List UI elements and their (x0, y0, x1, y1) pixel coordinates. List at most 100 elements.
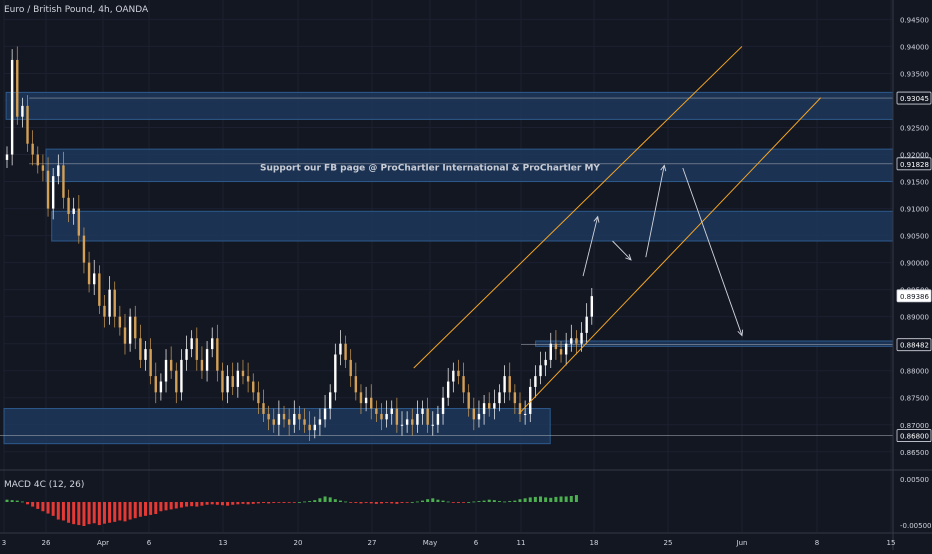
candle-body (380, 413, 383, 420)
candle-body (139, 338, 142, 360)
candle-body (354, 376, 358, 393)
candle-body (529, 386, 532, 414)
candle-body (370, 397, 373, 409)
macd-bar (359, 502, 363, 504)
candle-body (585, 316, 588, 333)
candle-body (436, 413, 440, 425)
candle-body (508, 376, 511, 393)
candle-body (503, 376, 506, 393)
price-tick-label: 0.90500 (900, 233, 929, 241)
macd-bar (210, 502, 214, 505)
candle-body (77, 208, 81, 236)
candle-body (400, 424, 404, 426)
macd-bar (231, 502, 235, 505)
macd-bar (41, 502, 45, 512)
candle-body (185, 349, 188, 360)
macd-bar (344, 501, 348, 503)
candle-body (334, 354, 337, 393)
candle-body (452, 370, 455, 382)
macd-bar (441, 500, 445, 502)
price-tick-label: 0.93500 (900, 70, 929, 78)
candle-body (98, 273, 101, 306)
price-tick-label: 0.94500 (900, 16, 929, 24)
candle-body (231, 376, 234, 387)
candle-body (421, 408, 424, 414)
macd-bar (544, 497, 548, 502)
macd-bar (421, 500, 425, 502)
macd-bar (410, 502, 414, 503)
candle-body (10, 59, 14, 155)
macd-bar (174, 502, 178, 509)
candle-body (46, 170, 50, 209)
candle-body (226, 376, 229, 393)
candle-body (318, 419, 322, 425)
annotation-text: Support our FB page @ ProChartler Intern… (260, 164, 600, 174)
macd-bar (179, 502, 183, 508)
candle-body (277, 413, 281, 425)
projection-arrow-line (582, 216, 599, 277)
candle-body (195, 338, 199, 360)
macd-bar (349, 502, 353, 503)
projection-arrow-line (612, 240, 632, 261)
macd-bar (31, 502, 35, 507)
candle-body (87, 262, 91, 285)
candle-body (457, 370, 460, 377)
macd-bar (492, 500, 496, 502)
candle-body (303, 419, 306, 425)
candle-body (539, 365, 542, 377)
macd-bar (272, 502, 276, 503)
candle-body (31, 143, 34, 155)
price-label-box (896, 91, 932, 105)
candle-body (103, 305, 106, 317)
macd-bar (472, 501, 476, 503)
macd-bar (20, 501, 24, 503)
macd-tick-label: 0.00500 (900, 476, 929, 484)
macd-tick-label: -0.00500 (900, 522, 931, 530)
macd-bar (333, 499, 337, 502)
macd-bar (61, 502, 65, 521)
candle-body (159, 381, 163, 393)
candle-body (241, 370, 245, 377)
candle-body (180, 359, 183, 393)
projection-arrow-head (737, 329, 744, 337)
candle-body (513, 392, 517, 404)
candle-body (113, 289, 116, 317)
candle-body (462, 376, 465, 393)
macd-bar (67, 502, 71, 523)
macd-bar (102, 502, 106, 524)
candle-body (236, 370, 240, 387)
candle-body (575, 338, 578, 344)
macd-bar (559, 496, 563, 502)
candle-body (364, 397, 368, 404)
time-tick-label: 20 (294, 539, 303, 547)
macd-bar (328, 497, 332, 502)
candle-body (51, 176, 55, 209)
candle-body (169, 359, 173, 371)
candle-body (108, 289, 111, 317)
candle-body (149, 349, 152, 377)
price-label-box (896, 338, 932, 352)
macd-bar (10, 500, 14, 502)
candle-body (416, 413, 419, 425)
macd-bar (533, 496, 537, 502)
candle-body (5, 154, 9, 160)
candle-body (267, 413, 270, 420)
candle-body (431, 424, 434, 426)
candle-body (216, 338, 219, 371)
price-label: 0.88482 (900, 342, 929, 350)
candle-body (118, 316, 122, 328)
price-label: 0.93045 (900, 95, 929, 103)
candle-body (554, 343, 558, 350)
price-label-box (896, 157, 932, 171)
candle-body (534, 376, 537, 387)
macd-bar (92, 502, 96, 524)
macd-bar (456, 502, 460, 503)
candle-body (493, 403, 496, 409)
macd-bar (154, 502, 158, 514)
time-tick-label: 11 (517, 539, 526, 547)
candle-body (164, 359, 168, 382)
candle-body (385, 413, 388, 420)
candle-body (359, 392, 363, 404)
